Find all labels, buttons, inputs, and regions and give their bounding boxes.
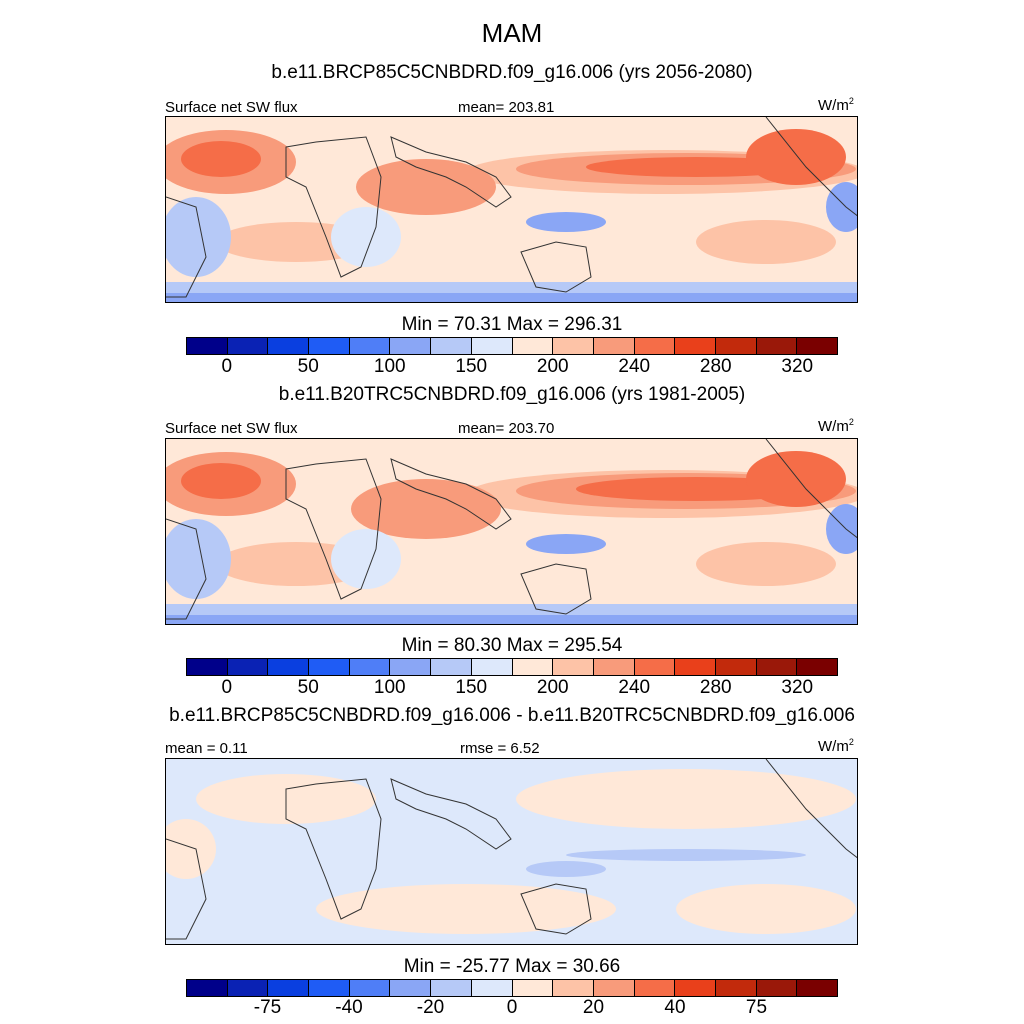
colorbar-swatch xyxy=(268,659,310,675)
colorbar-tick-label: 240 xyxy=(618,677,651,698)
panel2-units: W/m2 xyxy=(818,417,854,435)
colorbar-swatch xyxy=(187,980,228,996)
colorbar-swatch xyxy=(756,659,798,675)
colorbar-tick-label: 320 xyxy=(781,677,814,698)
colorbar-swatch xyxy=(349,338,391,354)
figure-title: MAM xyxy=(481,18,543,48)
panel2-map xyxy=(165,438,858,625)
colorbar-swatch xyxy=(553,980,594,996)
colorbar-swatch xyxy=(675,980,716,996)
colorbar-swatch xyxy=(390,980,432,996)
colorbar-swatch xyxy=(349,980,391,996)
colorbar-tick-label: 20 xyxy=(582,997,605,1018)
panel2-mean-label: mean= 203.70 xyxy=(458,420,555,437)
panel1-colorbar xyxy=(186,337,838,355)
panel3-mean-label: mean = 0.11 xyxy=(165,740,248,757)
colorbar-swatch xyxy=(512,980,554,996)
colorbar-swatch xyxy=(471,980,513,996)
panel1-map xyxy=(165,116,858,303)
colorbar-swatch xyxy=(187,338,228,354)
colorbar-swatch xyxy=(715,338,757,354)
panel3-minmax: Min = -25.77 Max = 30.66 xyxy=(403,956,621,977)
colorbar-swatch xyxy=(634,980,676,996)
colorbar-tick-label: 0 xyxy=(221,677,233,698)
colorbar-swatch xyxy=(471,659,513,675)
colorbar-swatch xyxy=(187,659,228,675)
colorbar-swatch xyxy=(675,659,716,675)
colorbar-tick-label: 150 xyxy=(455,356,488,377)
colorbar-swatch xyxy=(756,980,798,996)
colorbar-swatch xyxy=(593,659,635,675)
colorbar-swatch xyxy=(431,338,472,354)
colorbar-tick-label: 50 xyxy=(297,356,319,377)
colorbar-tick-label: 50 xyxy=(297,677,319,698)
colorbar-tick-label: -75 xyxy=(253,997,282,1018)
colorbar-swatch xyxy=(227,980,269,996)
colorbar-swatch xyxy=(797,338,837,354)
colorbar-swatch xyxy=(797,980,837,996)
colorbar-swatch xyxy=(268,338,310,354)
panel2-colorbar xyxy=(186,658,838,676)
colorbar-swatch xyxy=(512,338,554,354)
panel3-units: W/m2 xyxy=(818,737,854,755)
colorbar-swatch xyxy=(268,980,310,996)
colorbar-swatch xyxy=(634,338,676,354)
colorbar-tick-label: 0 xyxy=(506,997,518,1018)
panel3-rmse-label: rmse = 6.52 xyxy=(460,740,540,757)
panel2-left-label: Surface net SW flux xyxy=(165,420,298,437)
panel1-left-label: Surface net SW flux xyxy=(165,99,298,116)
panel1-subtitle: b.e11.BRCP85C5CNBDRD.f09_g16.006 (yrs 20… xyxy=(271,62,753,83)
colorbar-tick-label: 280 xyxy=(699,356,732,377)
colorbar-swatch xyxy=(431,659,472,675)
colorbar-swatch xyxy=(309,980,350,996)
colorbar-tick-label: 0 xyxy=(221,356,233,377)
colorbar-swatch xyxy=(553,338,594,354)
colorbar-tick-label: 100 xyxy=(373,677,406,698)
colorbar-tick-label: 75 xyxy=(745,997,768,1018)
colorbar-swatch xyxy=(756,338,798,354)
colorbar-tick-label: 320 xyxy=(781,356,814,377)
colorbar-swatch xyxy=(309,338,350,354)
colorbar-swatch xyxy=(593,338,635,354)
colorbar-swatch xyxy=(553,659,594,675)
panel3-colorbar xyxy=(186,979,838,997)
colorbar-swatch xyxy=(797,659,837,675)
colorbar-tick-label: 100 xyxy=(373,356,406,377)
colorbar-swatch xyxy=(715,980,757,996)
panel1-units: W/m2 xyxy=(818,96,854,114)
panel1-mean-label: mean= 203.81 xyxy=(458,99,555,116)
colorbar-swatch xyxy=(390,659,432,675)
panel3-subtitle: b.e11.BRCP85C5CNBDRD.f09_g16.006 - b.e11… xyxy=(169,705,855,726)
colorbar-swatch xyxy=(227,659,269,675)
colorbar-tick-label: 200 xyxy=(536,677,569,698)
panel1-minmax: Min = 70.31 Max = 296.31 xyxy=(401,314,623,335)
colorbar-swatch xyxy=(593,980,635,996)
panel2-subtitle: b.e11.B20TRC5CNBDRD.f09_g16.006 (yrs 198… xyxy=(278,384,746,405)
panel3-map xyxy=(165,758,858,945)
colorbar-tick-label: -20 xyxy=(416,997,445,1018)
colorbar-swatch xyxy=(227,338,269,354)
colorbar-swatch xyxy=(715,659,757,675)
colorbar-tick-label: 40 xyxy=(664,997,686,1018)
colorbar-swatch xyxy=(349,659,391,675)
colorbar-tick-label: 200 xyxy=(536,356,569,377)
colorbar-swatch xyxy=(634,659,676,675)
colorbar-tick-label: -40 xyxy=(335,997,363,1018)
colorbar-tick-label: 240 xyxy=(618,356,651,377)
colorbar-swatch xyxy=(309,659,350,675)
colorbar-swatch xyxy=(512,659,554,675)
colorbar-swatch xyxy=(675,338,716,354)
colorbar-tick-label: 280 xyxy=(699,677,732,698)
colorbar-tick-label: 150 xyxy=(455,677,488,698)
colorbar-swatch xyxy=(390,338,432,354)
panel2-minmax: Min = 80.30 Max = 295.54 xyxy=(401,635,623,656)
colorbar-swatch xyxy=(431,980,472,996)
colorbar-swatch xyxy=(471,338,513,354)
